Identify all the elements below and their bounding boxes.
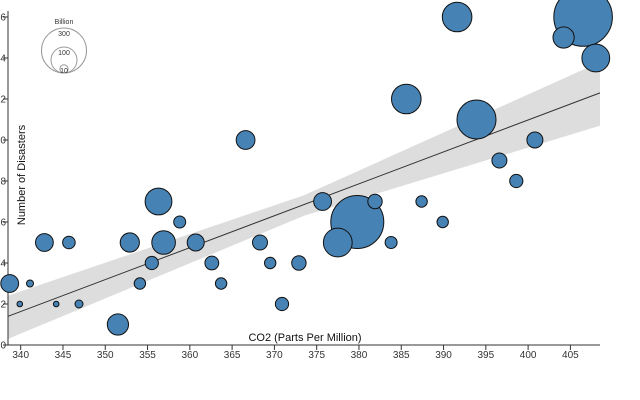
size-legend-title: Billion <box>55 19 74 26</box>
x-tick-label: 365 <box>224 350 241 361</box>
bubble <box>35 233 54 252</box>
y-tick-label: 0 <box>0 341 6 352</box>
y-tick-label: 14 <box>0 54 6 65</box>
x-tick-label: 390 <box>435 350 452 361</box>
bubble <box>441 1 473 33</box>
bubble <box>384 236 398 249</box>
y-tick-label: 2 <box>0 300 6 311</box>
bubble <box>526 131 544 149</box>
bubble <box>173 215 187 229</box>
y-tick-label: 12 <box>0 95 6 106</box>
x-tick-label: 400 <box>520 350 537 361</box>
size-legend-label: 100 <box>58 50 70 57</box>
bubbles <box>0 0 613 336</box>
bubble <box>74 299 84 309</box>
trend-line <box>7 92 601 317</box>
bubble <box>509 173 524 189</box>
x-axis: 340 345 350 355 360 365 370 375 380 385 390 395 400 4… <box>8 344 600 361</box>
bubble <box>235 130 256 150</box>
bubble <box>415 195 428 208</box>
x-tick-label: 405 <box>562 350 579 361</box>
bubble <box>313 192 333 211</box>
x-tick-label: 355 <box>139 350 156 361</box>
x-tick-label: 350 <box>97 350 114 361</box>
x-tick-label: 375 <box>308 350 325 361</box>
bubble <box>456 99 497 140</box>
x-tick-label: 395 <box>477 350 494 361</box>
size-legend: Billion 300 100 10 <box>41 19 87 75</box>
size-legend-circle <box>59 64 69 74</box>
bubble <box>291 255 307 271</box>
y-axis-title: Number of Disasters <box>16 124 28 225</box>
x-tick-label: 340 <box>12 350 29 361</box>
x-tick-label: 385 <box>393 350 410 361</box>
bubble <box>144 187 173 216</box>
trend-line-layer <box>7 92 601 317</box>
bubble <box>214 277 228 290</box>
bubble <box>133 277 147 290</box>
bubble <box>491 152 508 169</box>
bubble <box>274 296 290 312</box>
x-axis-title: CO2 (Parts Per Million) <box>248 332 361 344</box>
bubble <box>204 255 220 271</box>
bubble <box>52 300 60 308</box>
bubble <box>62 235 76 250</box>
x-tick-label: 345 <box>55 350 72 361</box>
y-tick-label: 16 <box>0 13 6 24</box>
bubble <box>581 43 611 73</box>
y-tick-label: 4 <box>0 259 6 270</box>
y-tick-label: 8 <box>0 177 6 188</box>
bubble <box>552 26 575 49</box>
bubble <box>436 215 449 229</box>
bubble <box>264 256 277 270</box>
bubble <box>26 279 34 288</box>
bubble <box>186 233 205 252</box>
y-tick-label: 6 <box>0 218 6 229</box>
bubble <box>151 230 176 255</box>
confidence-band-layer <box>8 62 600 339</box>
bubble <box>252 234 268 251</box>
bubble <box>367 193 383 210</box>
x-tick-label: 380 <box>351 350 368 361</box>
x-tick-label: 370 <box>266 350 283 361</box>
x-tick-label: 360 <box>181 350 198 361</box>
confidence-band <box>8 62 600 339</box>
bubble <box>322 227 353 258</box>
y-tick-label: 10 <box>0 136 6 147</box>
size-legend-label: 10 <box>60 68 68 75</box>
bubble <box>144 255 159 271</box>
bubble <box>16 300 24 308</box>
bubble <box>0 274 20 293</box>
bubble <box>391 83 422 115</box>
size-legend-label: 300 <box>58 31 70 38</box>
y-axis: 0 2 4 6 8 10 12 14 16 <box>0 11 9 352</box>
bubble <box>106 313 130 336</box>
bubble <box>119 232 140 253</box>
